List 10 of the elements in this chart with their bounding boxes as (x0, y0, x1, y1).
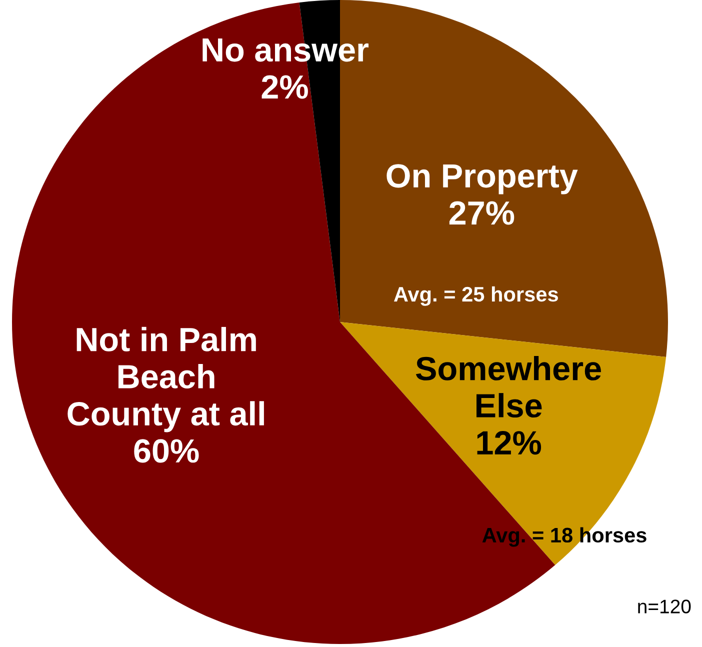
data-label: 2% (262, 75, 308, 99)
data-label: 12% (477, 431, 542, 455)
text: n=120 (638, 600, 691, 614)
data-label: 27% (449, 201, 514, 225)
slice-label: On Property (386, 164, 578, 194)
slice-label: No answer (202, 38, 369, 62)
slice-label: Somewhere Else (416, 356, 601, 418)
text: Avg. = 25 horses (394, 286, 558, 306)
slice-label: Not in Palm Beach County at all (68, 326, 264, 432)
data-label: 60% (134, 439, 199, 463)
